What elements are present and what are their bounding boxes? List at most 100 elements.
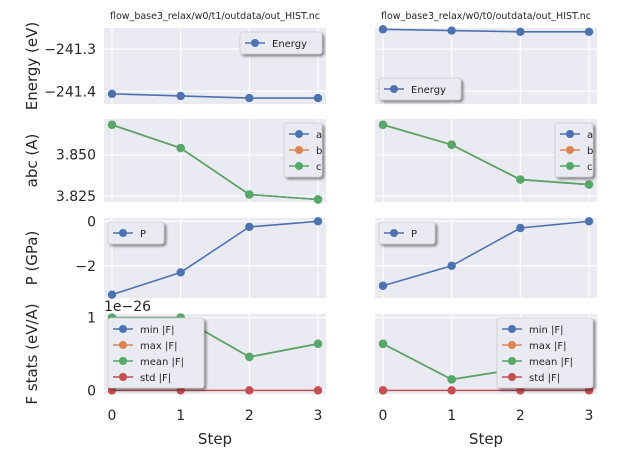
data-point [378,120,388,130]
data-point [245,386,254,395]
x-tick-label: 3 [585,408,594,424]
x-tick-label: 2 [516,408,525,424]
data-point [313,93,323,103]
legend-label: b [316,146,322,157]
y-tick-label: −2 [75,259,96,275]
x-tick-label: 1 [447,408,456,424]
legend-label: P [411,229,417,240]
y-tick-label: 3.850 [56,148,96,164]
data-point [378,339,388,349]
x-tick-label: 1 [176,408,185,424]
x-axis-label: Step [198,430,232,448]
legend-marker [508,357,516,365]
legend-label: std |F| [529,373,560,384]
legend-label: Energy [411,85,446,96]
data-point [176,91,185,101]
legend-label: std |F| [140,373,171,384]
series-line [111,124,319,201]
data-point [516,223,525,233]
data-point [107,120,117,130]
panel-pressure-right: P [375,217,597,298]
legend: Energy [378,77,462,101]
legend-box [107,221,165,245]
legend: P [107,221,165,245]
legend-label: mean |F| [529,357,573,368]
data-point [447,26,456,35]
x-tick-label: 0 [108,408,117,424]
legend: P [378,221,436,245]
series-c [378,120,594,189]
panel-fstats-right: min |F| max |F| mean |F| std |F| [375,314,597,395]
panel-energy-left: Energy [104,28,326,104]
panel-fstats-left: min |F| max |F| mean |F| std |F| [104,313,326,395]
column-title: flow_base3_relax/w0/t1/outdata/out_HIST.… [110,11,320,22]
legend-marker [508,325,516,333]
data-point [245,93,254,103]
legend-marker [390,229,398,237]
legend-marker [295,130,303,138]
data-point [313,386,323,395]
data-point [584,27,594,36]
data-point [245,222,254,232]
data-point [176,268,185,277]
legend-marker [119,373,127,381]
data-point [378,25,388,34]
column-title: flow_base3_relax/w0/t0/outdata/out_HIST.… [381,11,591,22]
series-line [111,220,319,296]
series-line [382,220,590,287]
legend-marker [566,130,574,138]
legend-marker [295,162,303,170]
y-tick-label: 0 [87,214,96,230]
data-point [447,261,456,270]
legend-label: max |F| [140,341,177,352]
series-p [107,217,323,299]
legend: min |F| max |F| mean |F| std |F| [496,317,594,389]
panel-abc-right: abc [375,119,597,202]
y-tick-label: 1 [87,311,96,327]
legend: min |F| max |F| mean |F| std |F| [107,317,205,389]
legend-label: mean |F| [140,357,184,368]
data-point [516,175,525,184]
legend-label: c [316,162,322,173]
data-point [245,352,254,362]
data-point [516,27,525,36]
data-point [447,386,456,395]
data-point [107,290,117,299]
legend-label: b [587,146,593,157]
y-tick-label: 0 [87,383,96,399]
legend-marker [119,325,127,333]
series-std-f- [107,386,323,395]
data-point [584,217,594,226]
data-point [176,143,185,153]
y-axis-label-fstats: F stats (eV/A) [23,303,41,404]
legend-label: Energy [272,39,307,50]
legend-box [107,317,205,389]
y-axis-label-abc: abc (A) [23,134,41,188]
x-tick-label: 0 [379,408,388,424]
legend-box [239,31,323,55]
data-point [107,89,117,99]
data-point [447,140,456,149]
panel-pressure-left: P [104,217,326,299]
y-axis-label-energy: Energy (eV) [23,22,41,110]
series-line [111,93,318,99]
y-tick-label: −241.3 [44,42,96,58]
legend-marker [566,162,574,170]
data-point [584,180,594,189]
legend-marker [508,341,516,349]
data-point [378,281,388,290]
legend-box [378,77,462,101]
x-tick-label: 3 [314,408,323,424]
y-axis-label-pressure: P (GPa) [23,231,41,286]
legend: Energy [239,31,323,55]
y-offset-text: 1e−26 [104,299,151,315]
y-tick-label: 3.825 [56,189,96,205]
data-point [313,339,323,349]
legend-label: a [316,130,322,141]
legend-label: min |F| [140,325,175,336]
panel-energy-right: Energy [375,25,597,104]
series-c [107,120,323,204]
legend-marker [566,146,574,154]
legend: abc [283,122,323,178]
